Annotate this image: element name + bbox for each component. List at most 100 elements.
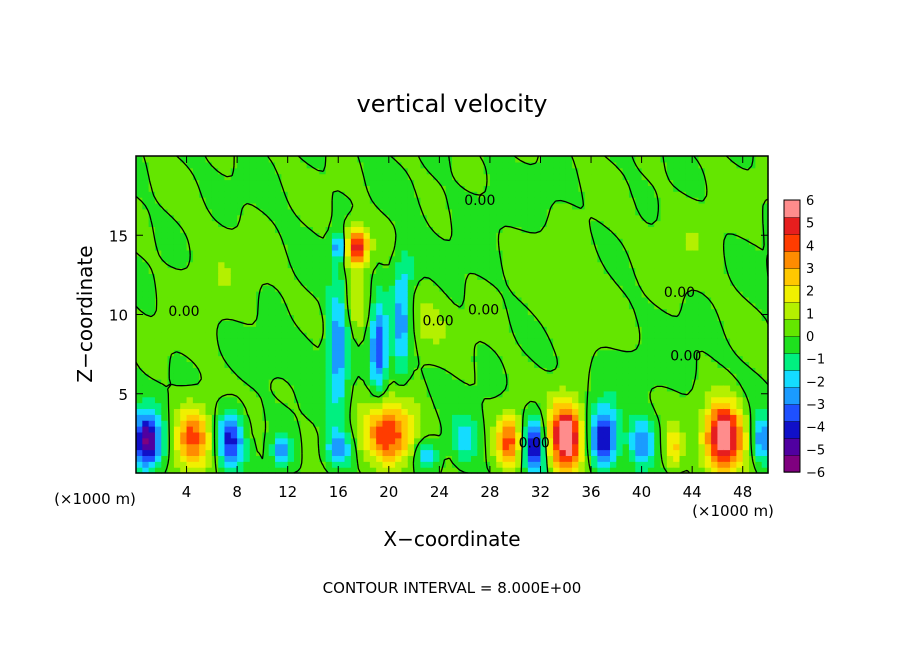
heatmap-cell	[237, 255, 245, 263]
heatmap-cell	[281, 467, 289, 474]
heatmap-cell	[628, 314, 636, 321]
heatmap-cell	[148, 437, 156, 445]
heatmap-cell	[180, 373, 188, 380]
heatmap-cell	[477, 244, 485, 251]
heatmap-cell	[666, 337, 674, 345]
heatmap-cell	[654, 179, 662, 186]
heatmap-cell	[704, 249, 712, 257]
heatmap-cell	[287, 255, 295, 263]
heatmap-cell	[275, 214, 282, 222]
heatmap-cell	[546, 173, 554, 181]
heatmap-cell	[357, 326, 365, 333]
heatmap-cell	[281, 314, 289, 321]
heatmap-cell	[565, 255, 573, 263]
heatmap-cell	[249, 302, 257, 310]
heatmap-cell	[508, 185, 516, 192]
heatmap-cell	[647, 302, 655, 310]
heatmap-cell	[344, 431, 352, 439]
heatmap-cell	[496, 191, 504, 198]
heatmap-cell	[180, 367, 188, 374]
heatmap-cell	[616, 308, 624, 316]
heatmap-cell	[698, 179, 706, 186]
heatmap-cell	[616, 191, 624, 198]
heatmap-cell	[363, 402, 371, 410]
heatmap-cell	[673, 238, 681, 245]
heatmap-cell	[306, 261, 314, 269]
heatmap-cell	[287, 326, 295, 333]
heatmap-cell	[540, 285, 548, 292]
heatmap-cell	[698, 279, 706, 286]
heatmap-cell	[597, 384, 605, 392]
heatmap-cell	[382, 343, 390, 351]
heatmap-cell	[483, 449, 491, 456]
heatmap-cell	[622, 349, 630, 357]
heatmap-cell	[628, 226, 636, 233]
heatmap-cell	[426, 320, 434, 327]
heatmap-cell	[654, 437, 662, 445]
heatmap-cell	[338, 437, 346, 445]
heatmap-cell	[591, 173, 598, 181]
heatmap-cell	[572, 261, 579, 269]
heatmap-cell	[527, 426, 535, 433]
heatmap-cell	[439, 161, 447, 169]
heatmap-cell	[635, 191, 643, 198]
heatmap-cell	[692, 261, 700, 269]
heatmap-cell	[414, 426, 421, 433]
heatmap-cell	[464, 185, 472, 192]
heatmap-cell	[546, 220, 554, 228]
heatmap-cell	[559, 255, 567, 263]
heatmap-cell	[489, 291, 497, 298]
heatmap-cell	[319, 244, 327, 251]
heatmap-cell	[350, 367, 358, 374]
heatmap-cell	[294, 208, 301, 216]
heatmap-cell	[388, 261, 396, 269]
heatmap-cell	[584, 214, 592, 222]
heatmap-cell	[496, 238, 504, 245]
heatmap-cell	[698, 467, 706, 474]
heatmap-cell	[154, 396, 162, 404]
heatmap-cell	[622, 449, 630, 456]
heatmap-cell	[300, 308, 308, 316]
heatmap-cell	[142, 367, 150, 374]
heatmap-cell	[205, 314, 213, 321]
heatmap-cell	[679, 332, 687, 339]
heatmap-cell	[647, 408, 655, 415]
heatmap-cell	[483, 361, 491, 368]
heatmap-cell	[256, 373, 263, 380]
heatmap-cell	[331, 308, 339, 316]
heatmap-cell	[338, 414, 346, 421]
heatmap-cell	[433, 261, 440, 269]
heatmap-cell	[388, 461, 396, 468]
heatmap-cell	[559, 197, 567, 204]
heatmap-cell	[521, 296, 529, 304]
heatmap-cell	[287, 156, 295, 163]
heatmap-cell	[256, 414, 263, 421]
heatmap-cell	[698, 291, 706, 298]
heatmap-cell	[445, 255, 453, 263]
heatmap-cell	[635, 384, 643, 392]
heatmap-cell	[306, 167, 314, 175]
heatmap-cell	[161, 449, 169, 456]
heatmap-cell	[496, 437, 504, 445]
heatmap-cell	[161, 185, 169, 192]
heatmap-cell	[363, 390, 371, 398]
heatmap-cell	[666, 185, 674, 192]
heatmap-cell	[287, 367, 295, 374]
heatmap-cell	[464, 332, 472, 339]
heatmap-cell	[483, 443, 491, 451]
heatmap-cell	[331, 414, 339, 421]
heatmap-cell	[458, 396, 466, 404]
heatmap-cell	[161, 343, 169, 351]
heatmap-cell	[382, 267, 390, 275]
heatmap-cell	[685, 161, 693, 169]
heatmap-cell	[363, 167, 371, 175]
heatmap-cell	[508, 314, 516, 321]
heatmap-cell	[445, 343, 453, 351]
heatmap-cell	[300, 273, 308, 280]
heatmap-cell	[148, 402, 156, 410]
heatmap-cell	[534, 332, 542, 339]
heatmap-cell	[395, 408, 403, 415]
heatmap-cell	[350, 173, 358, 181]
heatmap-cell	[666, 238, 674, 245]
heatmap-cell	[534, 285, 542, 292]
